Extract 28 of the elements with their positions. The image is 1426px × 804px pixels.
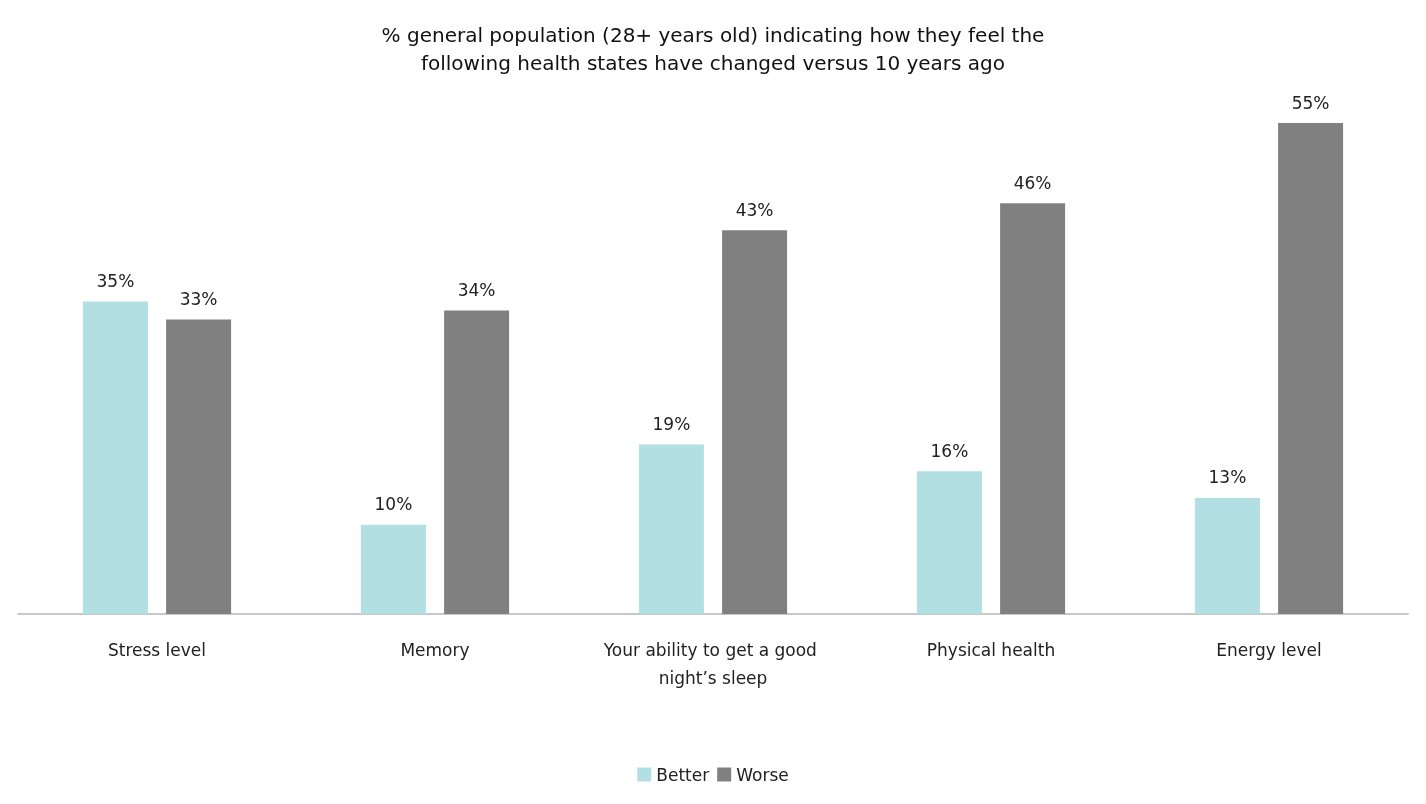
legend-label: Better bbox=[656, 764, 710, 785]
x-tick-label: Stress level bbox=[107, 640, 207, 660]
x-tick-label: Your ability to get a good night’s sleep bbox=[602, 640, 823, 688]
data-label: 55% bbox=[1291, 92, 1330, 113]
data-label: 19% bbox=[652, 413, 691, 434]
bar bbox=[722, 230, 788, 614]
bar bbox=[1278, 123, 1344, 614]
bar bbox=[916, 471, 982, 614]
bar bbox=[166, 319, 232, 614]
data-label: 33% bbox=[179, 288, 218, 309]
bar bbox=[82, 301, 148, 614]
data-label: 43% bbox=[735, 199, 774, 220]
bar bbox=[638, 444, 704, 614]
x-tick-label: Physical health bbox=[926, 640, 1056, 660]
data-label: 10% bbox=[374, 494, 413, 515]
x-tick-label: Energy level bbox=[1216, 640, 1322, 660]
bar bbox=[1000, 203, 1066, 614]
legend-label: Worse bbox=[736, 764, 789, 785]
bar bbox=[444, 310, 510, 614]
chart-title: % general population (28+ years old) indicating how they feel the following health states have changed versus 10 years ago bbox=[381, 23, 1045, 75]
data-label: 35% bbox=[96, 271, 135, 292]
bar bbox=[1194, 497, 1260, 614]
data-label: 46% bbox=[1013, 172, 1052, 193]
data-label: 34% bbox=[457, 279, 496, 300]
bar bbox=[360, 524, 426, 614]
data-label: 13% bbox=[1208, 467, 1247, 488]
x-tick-label: Memory bbox=[400, 640, 470, 660]
data-label: 16% bbox=[930, 440, 969, 461]
